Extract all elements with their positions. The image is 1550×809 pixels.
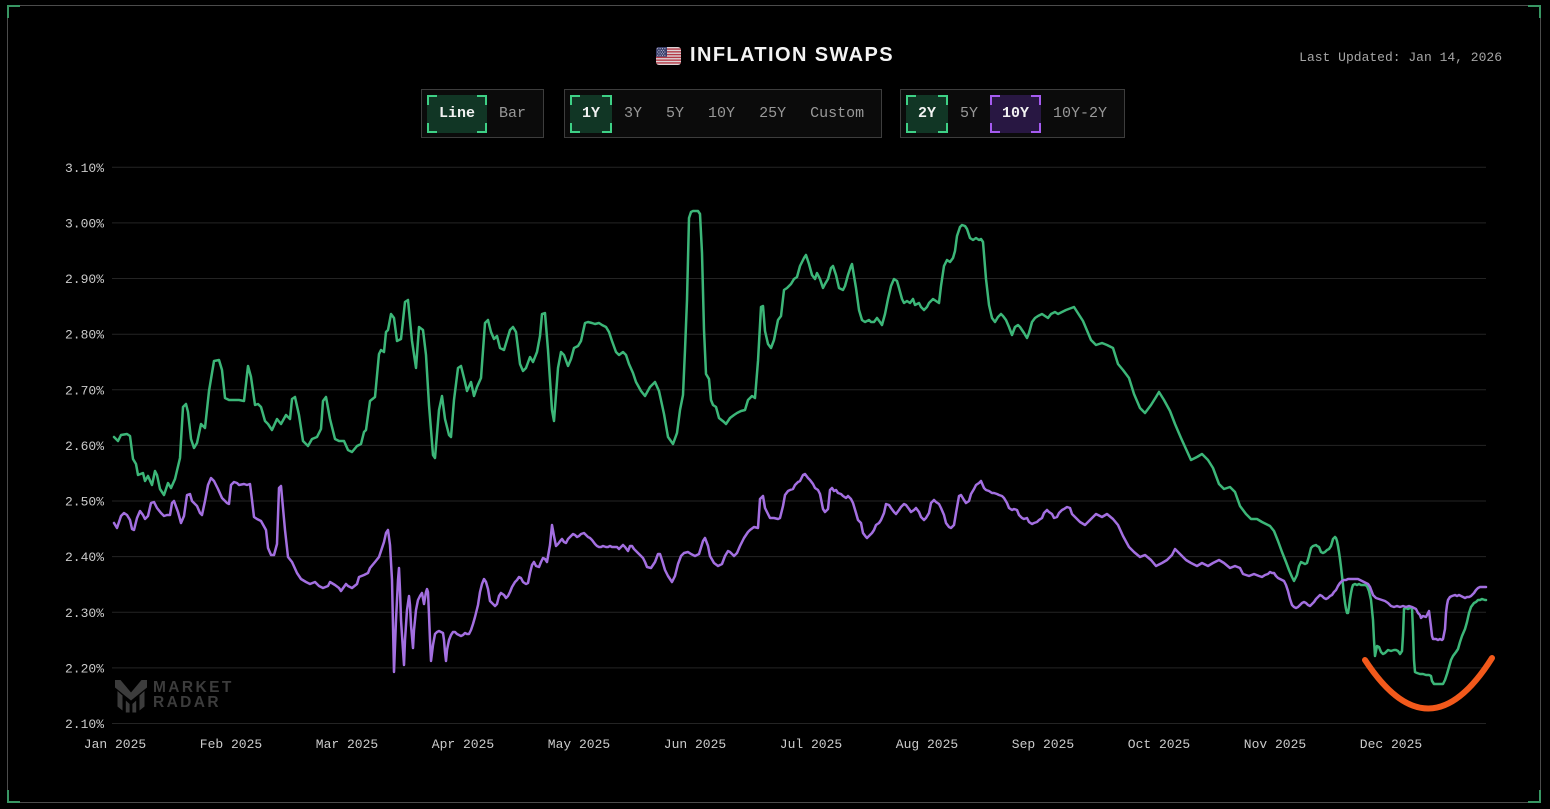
svg-text:2.80%: 2.80%	[65, 328, 104, 343]
svg-text:Dec 2025: Dec 2025	[1360, 737, 1422, 752]
svg-text:3.10%: 3.10%	[65, 161, 104, 176]
svg-text:May 2025: May 2025	[548, 737, 610, 752]
svg-text:3.00%: 3.00%	[65, 216, 104, 231]
svg-text:2.10%: 2.10%	[65, 717, 104, 732]
svg-text:Aug 2025: Aug 2025	[896, 737, 958, 752]
svg-text:Jul 2025: Jul 2025	[780, 737, 842, 752]
svg-text:2.90%: 2.90%	[65, 272, 104, 287]
svg-text:Oct 2025: Oct 2025	[1128, 737, 1190, 752]
svg-text:2.20%: 2.20%	[65, 661, 104, 676]
svg-text:2.70%: 2.70%	[65, 383, 104, 398]
svg-text:Sep 2025: Sep 2025	[1012, 737, 1074, 752]
svg-text:Feb 2025: Feb 2025	[200, 737, 262, 752]
svg-text:2.30%: 2.30%	[65, 606, 104, 621]
svg-text:2.50%: 2.50%	[65, 495, 104, 510]
svg-text:Apr 2025: Apr 2025	[432, 737, 494, 752]
svg-text:Mar 2025: Mar 2025	[316, 737, 378, 752]
svg-text:2.60%: 2.60%	[65, 439, 104, 454]
svg-text:2.40%: 2.40%	[65, 550, 104, 565]
svg-text:Nov 2025: Nov 2025	[1244, 737, 1306, 752]
svg-text:Jan 2025: Jan 2025	[84, 737, 146, 752]
svg-text:Jun 2025: Jun 2025	[664, 737, 726, 752]
